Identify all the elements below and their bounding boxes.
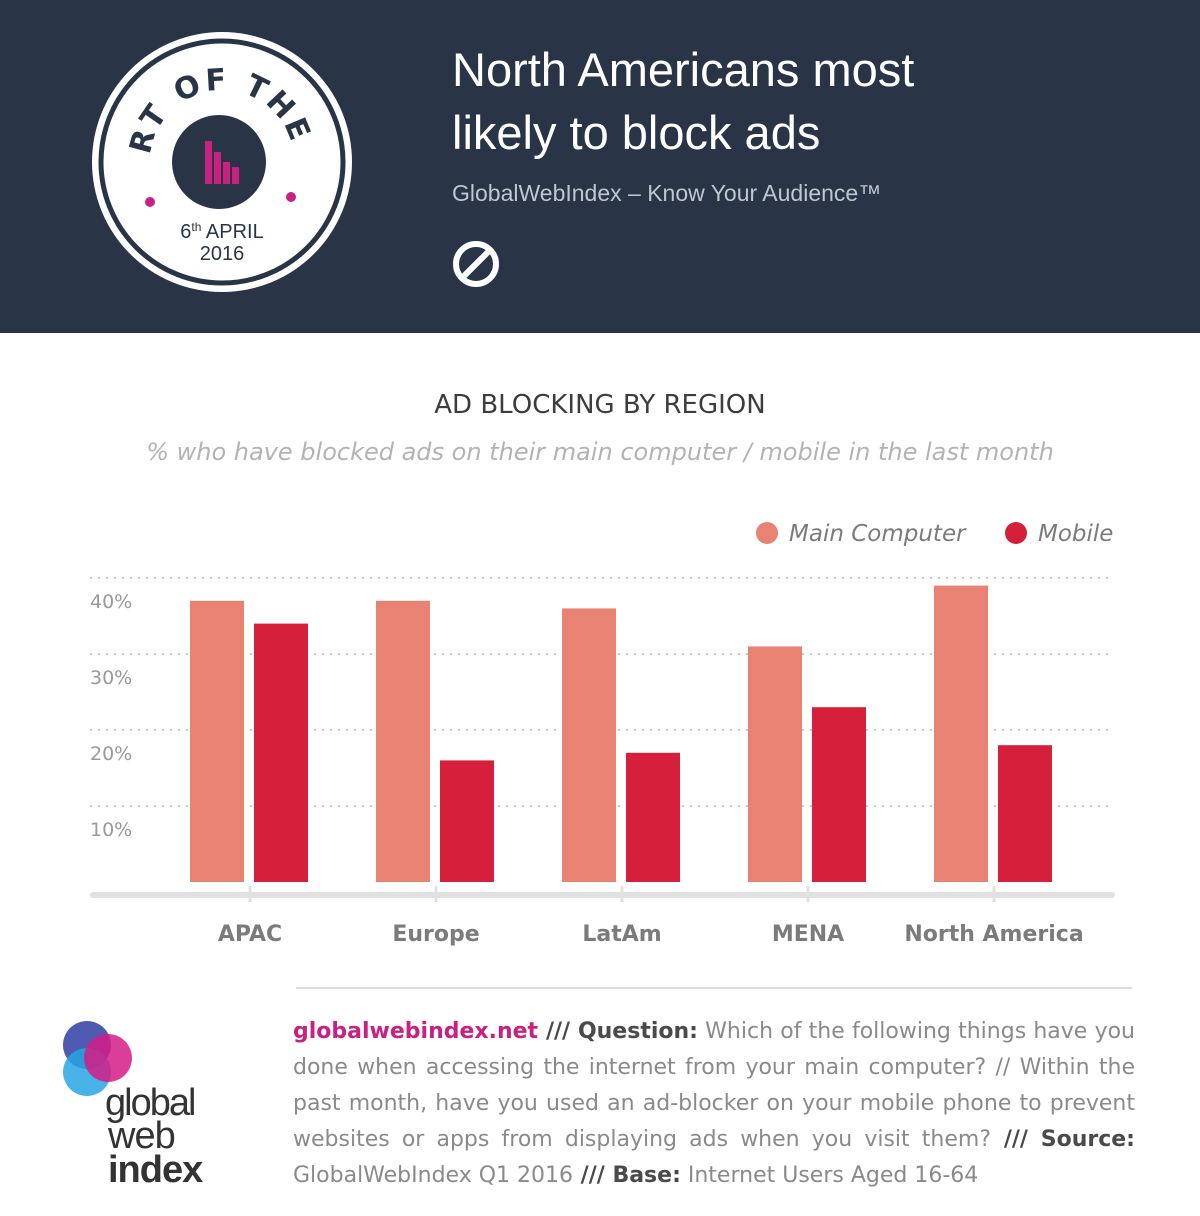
y-tick-label: 10% bbox=[90, 819, 132, 841]
y-axis-tick-labels: 10% 20% 30% 40% bbox=[90, 591, 132, 841]
headline-line-1: North Americans most bbox=[452, 43, 915, 96]
bar-main-computer bbox=[748, 646, 802, 882]
footer-divider bbox=[296, 987, 1132, 989]
bar-main-computer bbox=[562, 608, 616, 882]
headline-line-2: likely to block ads bbox=[452, 106, 821, 159]
question-label: Question: bbox=[577, 1019, 698, 1044]
x-axis-label: APAC bbox=[218, 922, 282, 947]
badge-dot-right bbox=[286, 192, 296, 202]
source-text: GlobalWebIndex Q1 2016 bbox=[293, 1163, 573, 1188]
separator: /// bbox=[573, 1163, 613, 1188]
badge-date: 6th APRIL bbox=[180, 220, 263, 243]
bar-chart-icon bbox=[205, 141, 239, 184]
chart-of-the-day-badge: CHART OF THE DAY 6th APRIL 2016 bbox=[0, 0, 352, 292]
question-text: Which of the following things have you d… bbox=[293, 1019, 1135, 1152]
legend-swatch-main-computer bbox=[756, 522, 778, 544]
x-axis-label: LatAm bbox=[582, 922, 661, 947]
bar-mobile bbox=[626, 752, 680, 882]
x-axis-label: MENA bbox=[772, 922, 844, 947]
bars bbox=[190, 585, 1052, 882]
legend-label: Mobile bbox=[1038, 521, 1113, 547]
no-entry-icon bbox=[453, 241, 499, 287]
bar-mobile bbox=[998, 745, 1052, 882]
footnote: globalwebindex.net /// Question: Which o… bbox=[293, 1014, 1135, 1194]
logo-text-index: index bbox=[108, 1149, 203, 1188]
bar-main-computer bbox=[376, 600, 430, 882]
bar-chart: Main Computer Mobile 10% 20% 30% 40% APAC Eur… bbox=[90, 521, 1115, 947]
bar-mobile bbox=[254, 623, 308, 882]
badge-ring bbox=[98, 38, 346, 286]
logo-circle-magenta bbox=[84, 1034, 132, 1082]
bar-mobile bbox=[812, 707, 866, 882]
x-axis-label: North America bbox=[904, 922, 1083, 947]
bar-main-computer bbox=[190, 600, 244, 882]
logo-text-global: global bbox=[105, 1082, 194, 1124]
title-block: North Americans most likely to block ads … bbox=[452, 38, 1172, 207]
logo-text-web: web bbox=[107, 1115, 175, 1157]
legend-swatch-mobile bbox=[1005, 522, 1027, 544]
bar-main-computer bbox=[934, 585, 988, 882]
base-label: Base: bbox=[612, 1163, 681, 1188]
bar-mobile bbox=[440, 760, 494, 882]
globalwebindex-logo: global web index bbox=[63, 1021, 204, 1188]
source-label: Source: bbox=[1040, 1127, 1135, 1152]
x-axis-labels: APAC Europe LatAm MENA North America bbox=[218, 922, 1084, 947]
y-tick-label: 40% bbox=[90, 591, 132, 613]
header: CHART OF THE DAY 6th APRIL 2016 North Am… bbox=[0, 0, 1200, 333]
tagline: GlobalWebIndex – Know Your Audience™ bbox=[452, 180, 882, 206]
base-text: Internet Users Aged 16-64 bbox=[680, 1163, 979, 1188]
y-tick-label: 30% bbox=[90, 667, 132, 689]
legend-label: Main Computer bbox=[789, 521, 967, 547]
x-axis-ticks bbox=[248, 886, 996, 902]
x-axis-line bbox=[90, 892, 1115, 898]
site-link[interactable]: globalwebindex.net bbox=[293, 1019, 539, 1044]
badge-dot-left bbox=[145, 197, 155, 207]
chart-title: AD BLOCKING BY REGION bbox=[434, 390, 766, 420]
badge-year: 2016 bbox=[200, 243, 245, 265]
headline: North Americans most likely to block ads bbox=[452, 38, 1172, 164]
chart-subtitle: % who have blocked ads on their main com… bbox=[146, 438, 1054, 466]
legend: Main Computer Mobile bbox=[756, 521, 1113, 547]
separator: /// bbox=[991, 1127, 1041, 1152]
separator: /// bbox=[538, 1019, 578, 1044]
y-tick-label: 20% bbox=[90, 743, 132, 765]
x-axis-label: Europe bbox=[392, 922, 479, 947]
